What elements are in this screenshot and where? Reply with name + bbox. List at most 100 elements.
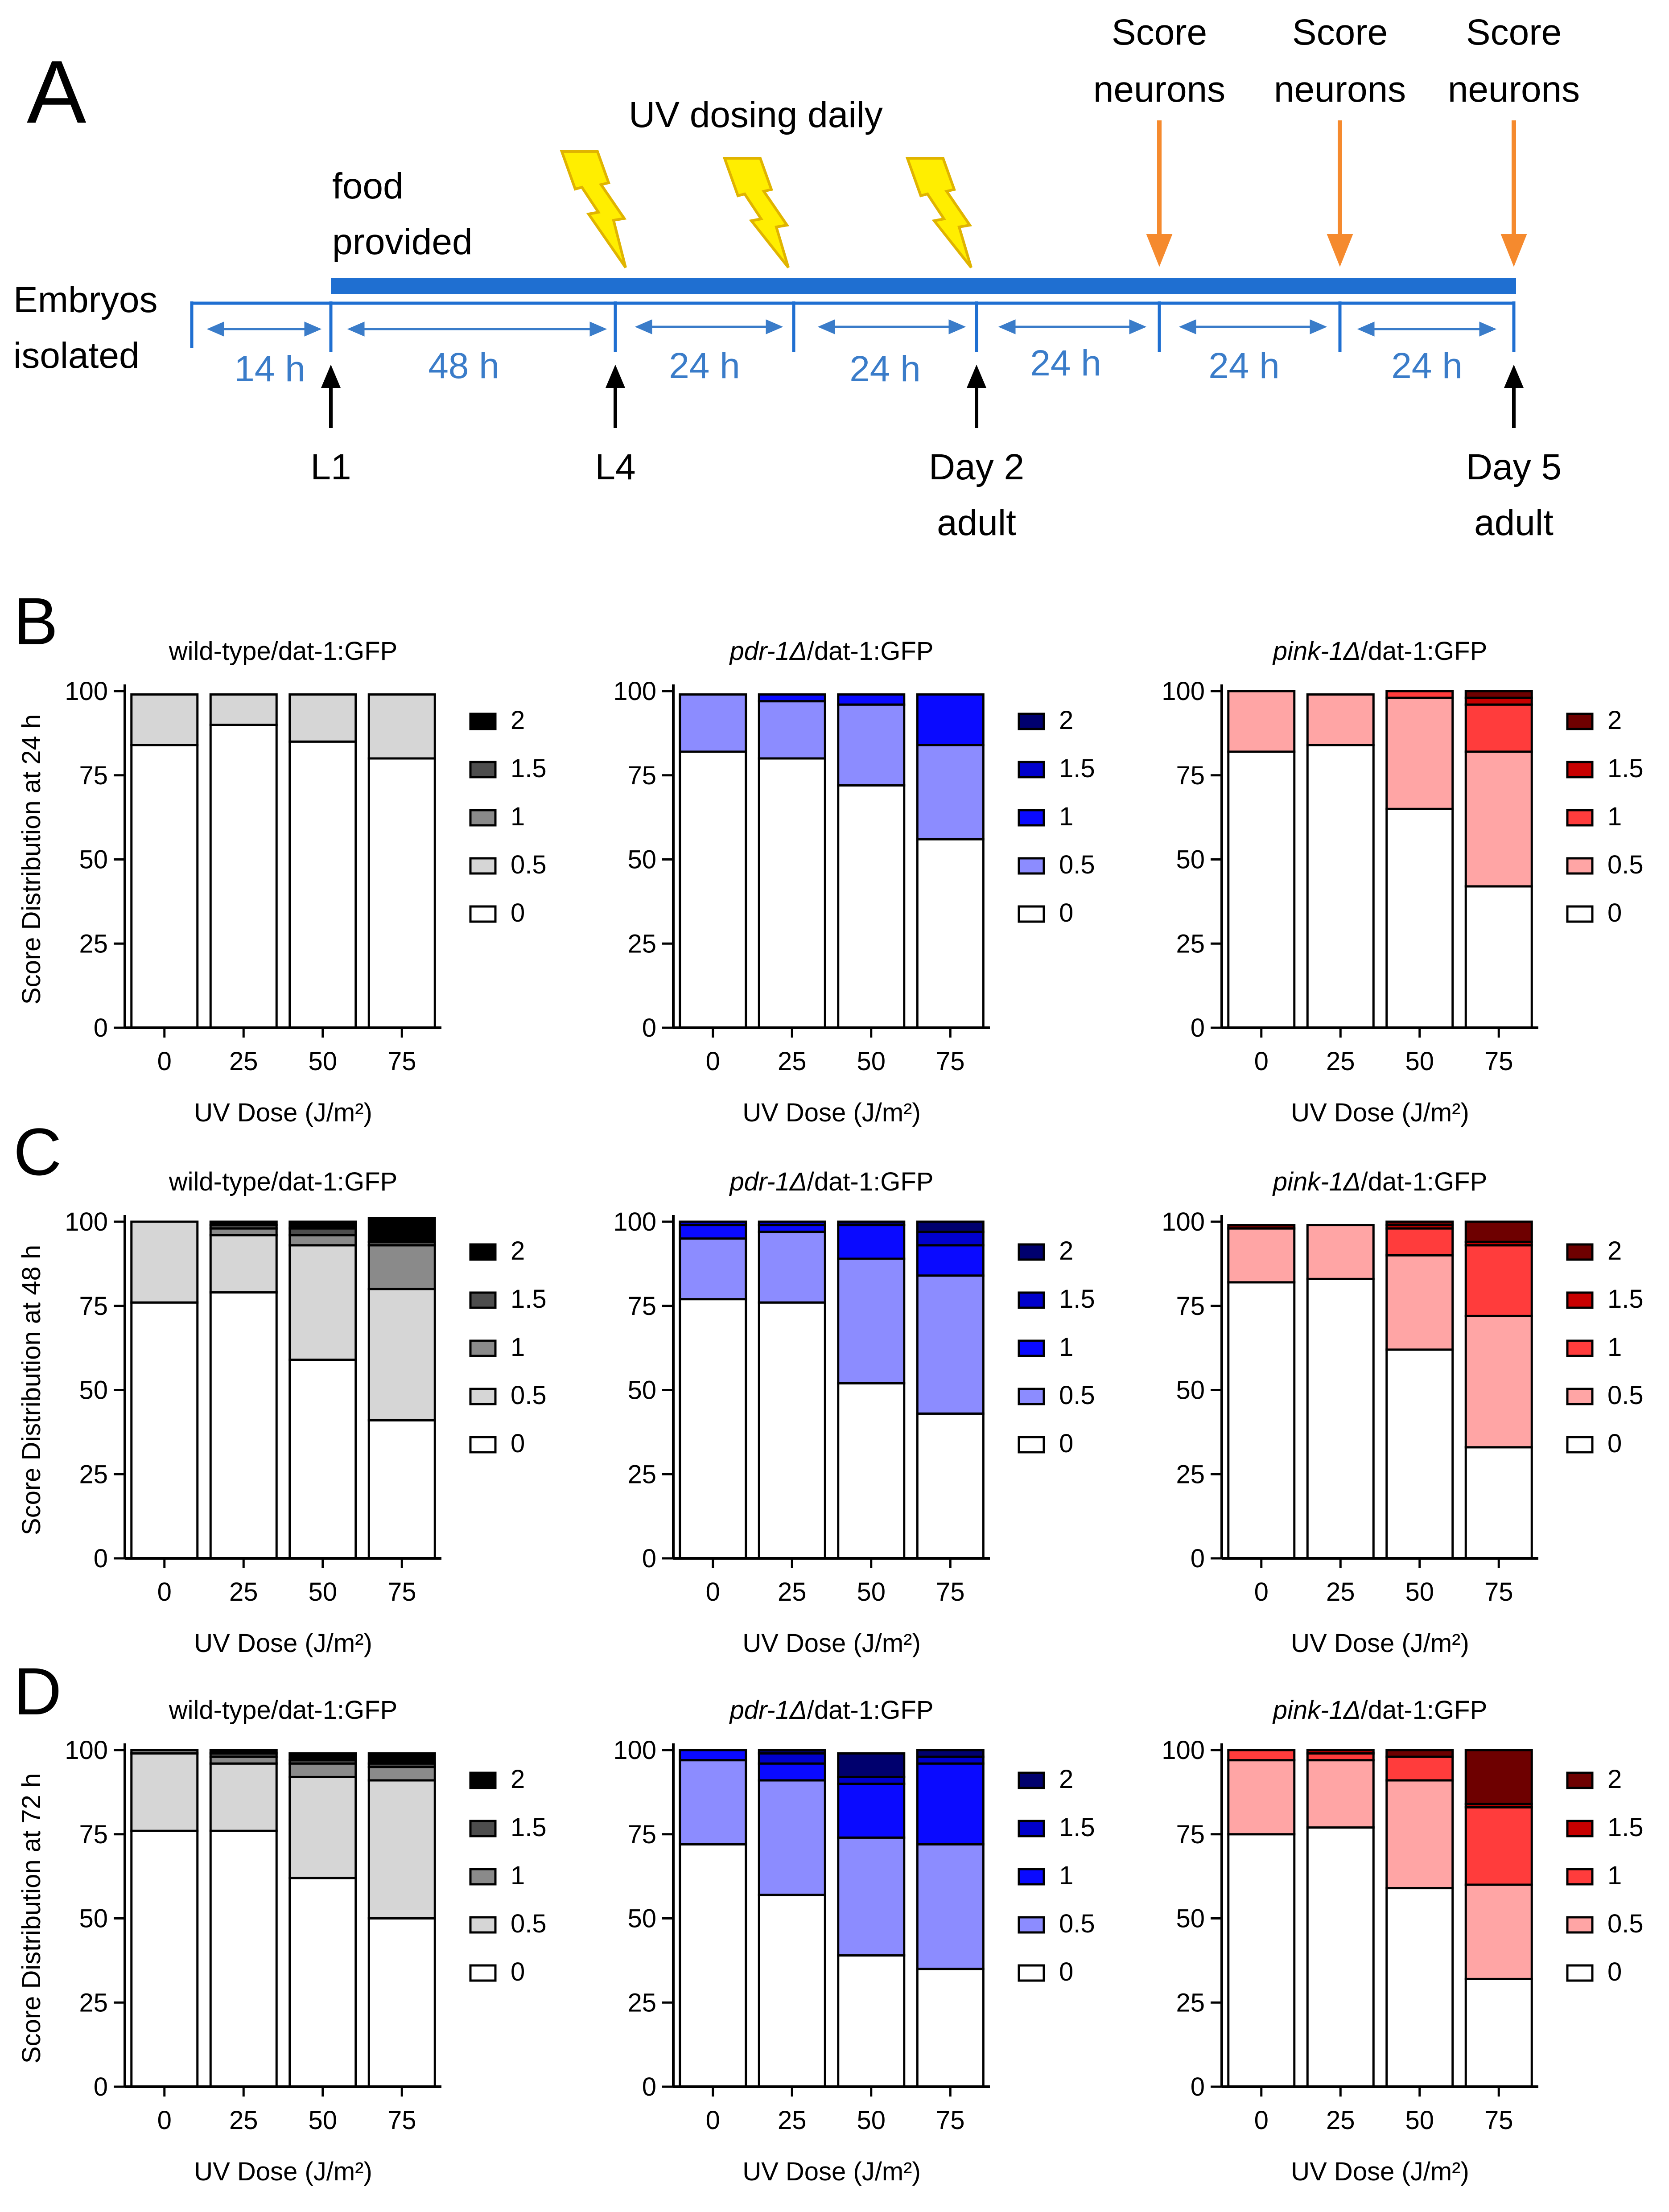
- y-tick-label: 25: [1176, 1988, 1205, 2017]
- uv-lightning-bolts: [560, 150, 973, 268]
- chart-title-italic: pink-1Δ: [1272, 1167, 1361, 1196]
- bar-segment-score-0: [679, 1843, 747, 2088]
- bar-segment-score-0.5: [1306, 1759, 1375, 1829]
- chart-title-italic: pink-1Δ: [1272, 1696, 1361, 1725]
- y-tick-label: 0: [642, 1544, 656, 1573]
- bar-segment-score-2: [1385, 1749, 1454, 1758]
- x-axis-label: UV Dose (J/m²): [194, 1629, 372, 1658]
- legend-swatch-0: [469, 1436, 497, 1454]
- bar-segment-score-0.5: [288, 1775, 357, 1879]
- legend-label: 1: [1607, 1861, 1622, 1890]
- legend-swatch-1: [469, 1868, 497, 1886]
- interval-arrowhead: [998, 319, 1016, 334]
- bar-segment-score-2: [367, 1752, 436, 1765]
- arrowhead: [1504, 364, 1524, 388]
- bar-segment-score-0: [209, 724, 278, 1029]
- stage-label-l1: L1: [310, 447, 351, 487]
- chart-D1: wild-type/dat-1:GFP Score Distribution at…: [17, 1696, 547, 2186]
- legend-label: 1.5: [1059, 1813, 1095, 1842]
- bar-segment-score-0.5: [288, 693, 357, 743]
- bar-segment-score-0: [916, 838, 985, 1029]
- x-tick-label: 0: [1254, 1047, 1269, 1076]
- stage-arrows: [321, 364, 1524, 428]
- chart-title-rest: /dat-1:GFP: [807, 637, 934, 666]
- legend-label: 2: [1059, 706, 1073, 735]
- arrowhead: [966, 364, 987, 388]
- y-tick-label: 50: [627, 1904, 656, 1933]
- chart-B1: wild-type/dat-1:GFP Score Distribution at…: [17, 637, 547, 1127]
- legend-label: 2: [511, 1236, 525, 1265]
- interval-label-7: 24 h: [1391, 346, 1463, 386]
- bar-segment-score-0.5: [367, 693, 436, 760]
- y-tick-label: 100: [1162, 1207, 1205, 1236]
- bar-segment-score-0.5: [1464, 1883, 1533, 1980]
- chart-title-italic: pdr-1Δ: [729, 1696, 807, 1725]
- bar-segment-score-0.5: [1306, 1224, 1375, 1280]
- legend-label: 0.5: [1607, 1909, 1644, 1938]
- legend-label: 0.5: [1059, 1381, 1095, 1410]
- bar-segment-score-0: [916, 1412, 985, 1560]
- stage-label-day5-line1: Day 5: [1466, 447, 1562, 487]
- interval-arrowhead: [1179, 319, 1196, 334]
- x-tick-label: 50: [1405, 2106, 1434, 2135]
- legend-swatch-1.5: [1018, 761, 1045, 779]
- bar-segment-score-0: [209, 1829, 278, 2088]
- y-tick-label: 75: [79, 1292, 108, 1321]
- y-tick-label: 75: [1176, 1820, 1205, 1849]
- legend-label: 0.5: [511, 1381, 547, 1410]
- chart-B2: pdr-1Δ/dat-1:GFP 0 25 50 75 0 25 50 75 100 UV Dose…: [613, 637, 1095, 1127]
- bar-segment-score-0: [1464, 885, 1533, 1029]
- y-tick-label: 75: [79, 1820, 108, 1849]
- chart-C3: pink-1Δ/dat-1:GFP 0 25 50 75 0 25 50 75 100 UV Dos…: [1162, 1167, 1643, 1658]
- legend-swatch-1: [1018, 1339, 1045, 1357]
- bar-segment-score-0: [367, 1419, 436, 1560]
- legend-swatch-0: [469, 1964, 497, 1982]
- legend-swatch-1.5: [1566, 1820, 1594, 1837]
- chart-title-italic: pdr-1Δ: [729, 1167, 807, 1196]
- bar-segment-score-2: [367, 1217, 436, 1243]
- legend-label: 1.5: [1059, 1285, 1095, 1314]
- bar-segment-score-2: [916, 1220, 985, 1233]
- chart-title: pdr-1Δ/dat-1:GFP: [729, 1696, 934, 1725]
- legend-label: 1.5: [1607, 754, 1644, 783]
- chart-D3: pink-1Δ/dat-1:GFP 0 25 50 75 0 25 50 75 100 UV Dos…: [1162, 1696, 1643, 2186]
- legend-label: 2: [1607, 1236, 1622, 1265]
- bar-segment-score-2: [1464, 1220, 1533, 1243]
- bar-segment-score-1: [837, 693, 906, 706]
- lightning-icon: [905, 157, 973, 268]
- chart-title-rest: /dat-1:GFP: [1361, 1696, 1488, 1725]
- y-tick-label: 0: [1191, 1544, 1205, 1573]
- x-tick-label: 50: [308, 2106, 337, 2135]
- legend-swatch-2: [1018, 1771, 1045, 1789]
- x-tick-label: 50: [1405, 1578, 1434, 1606]
- bar-segment-score-1.5: [1306, 1749, 1375, 1755]
- y-tick-label: 100: [1162, 1736, 1205, 1765]
- legend-label: 1.5: [511, 754, 547, 783]
- x-tick-label: 50: [857, 1578, 886, 1606]
- chart-title: pink-1Δ/dat-1:GFP: [1272, 1696, 1488, 1725]
- bar-segment-score-2: [288, 1220, 357, 1230]
- bar-segment-score-2: [209, 1749, 278, 1755]
- legend-label: 1: [1607, 802, 1622, 831]
- y-tick-label: 50: [627, 1376, 656, 1405]
- bar-segment-score-0.5: [758, 700, 826, 760]
- bar-segment-score-1: [916, 1762, 985, 1845]
- bar-segment-score-0: [758, 1894, 826, 2088]
- legend-label: 1: [1059, 802, 1073, 831]
- interval-label-4: 24 h: [849, 349, 921, 389]
- bar-segment-score-1: [679, 1224, 747, 1240]
- x-tick-label: 25: [229, 1047, 258, 1076]
- legend-label: 0.5: [511, 850, 547, 879]
- arrowhead: [321, 364, 341, 388]
- legend-swatch-1.5: [469, 1820, 497, 1837]
- y-tick-label: 25: [1176, 929, 1205, 958]
- bar-segment-score-0.5: [679, 1237, 747, 1301]
- y-tick-label: 0: [642, 1013, 656, 1042]
- chart-title: pdr-1Δ/dat-1:GFP: [729, 1167, 934, 1196]
- bar-segment-score-0.5: [1385, 1779, 1454, 1890]
- legend-label: 1: [511, 1333, 525, 1362]
- bar-segment-score-2: [837, 1220, 906, 1227]
- legend-label: 1.5: [1607, 1285, 1644, 1314]
- panel-label-b: B: [13, 584, 58, 659]
- y-tick-label: 75: [1176, 1292, 1205, 1321]
